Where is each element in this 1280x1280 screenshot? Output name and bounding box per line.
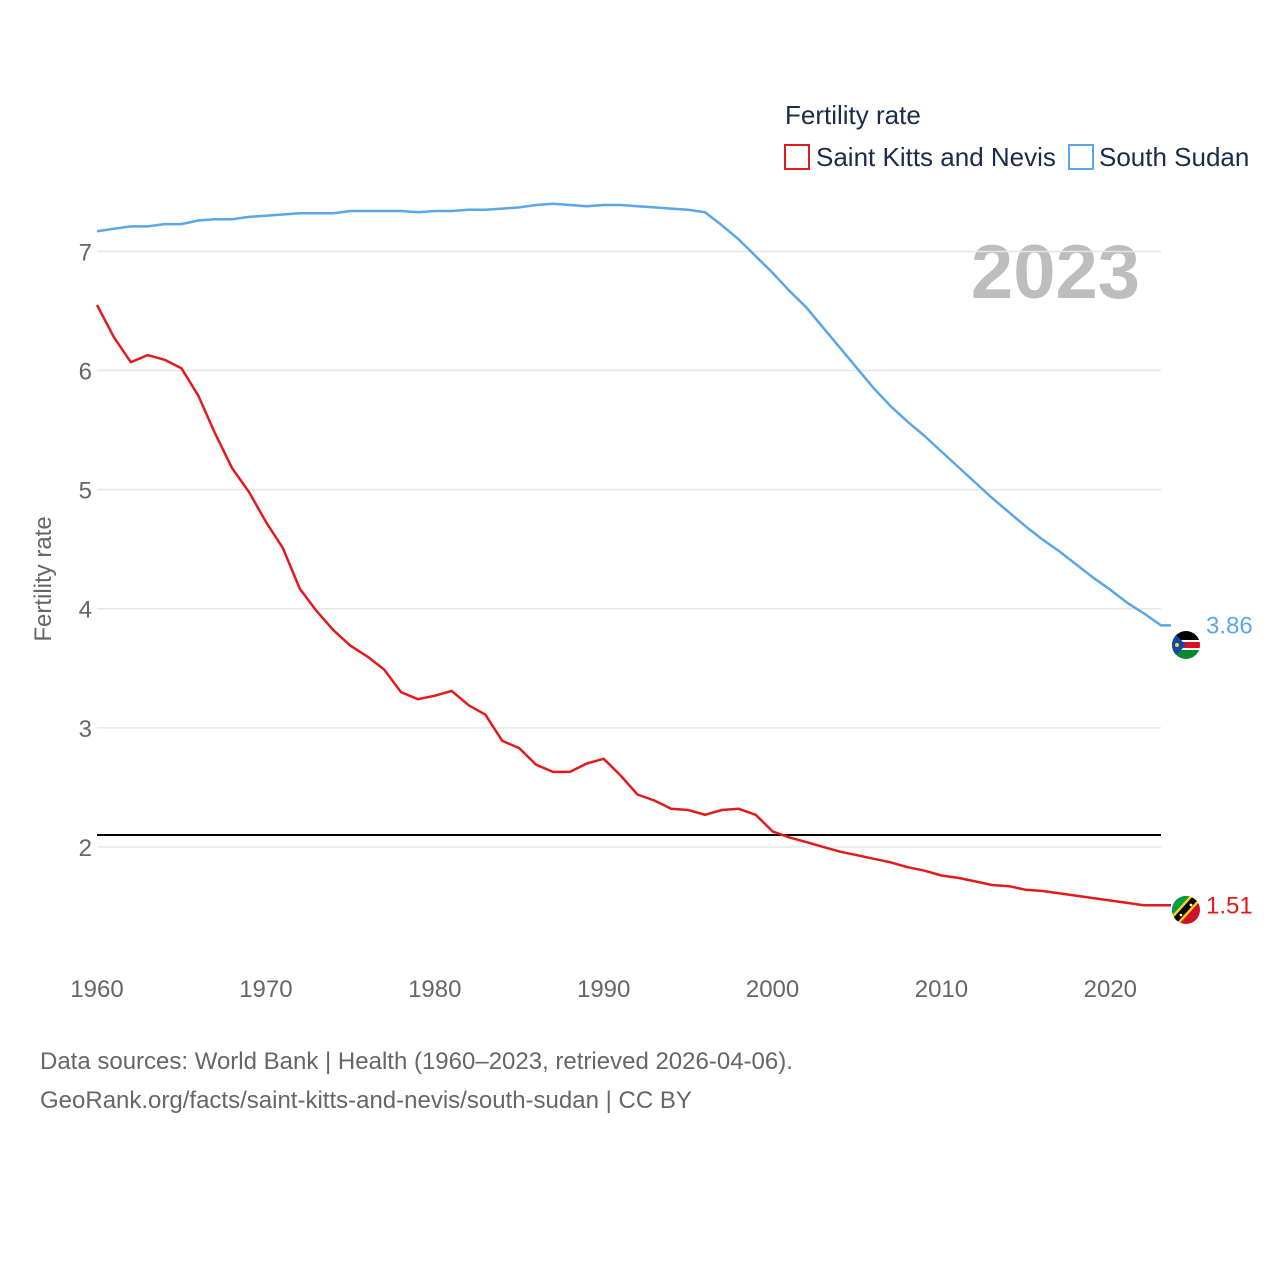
legend-label-south-sudan: South Sudan bbox=[1099, 142, 1249, 172]
y-tick-label-5: 5 bbox=[79, 478, 92, 505]
y-tick-label-7: 7 bbox=[79, 239, 92, 266]
grid bbox=[97, 250, 1161, 848]
y-tick-label-6: 6 bbox=[79, 359, 92, 386]
end-value-saint-kitts-and-nevis: 1.51 bbox=[1206, 892, 1253, 919]
end-value-south-sudan: 3.86 bbox=[1206, 612, 1253, 639]
series-line-saint-kitts-and-nevis[interactable] bbox=[95, 304, 1171, 907]
y-axis-ticks: 2 3 4 5 6 7 bbox=[79, 239, 92, 861]
y-tick-label-3: 3 bbox=[79, 716, 92, 743]
legend-title: Fertility rate bbox=[785, 100, 921, 130]
x-tick-label-2020: 2020 bbox=[1084, 976, 1137, 1003]
year-label: 2023 bbox=[971, 230, 1140, 315]
legend-swatch-south-sudan bbox=[1068, 144, 1094, 170]
y-tick-label-2: 2 bbox=[79, 835, 92, 862]
y-tick-label-4: 4 bbox=[79, 597, 92, 624]
x-tick-label-2000: 2000 bbox=[746, 976, 799, 1003]
x-tick-label-1960: 1960 bbox=[70, 976, 123, 1003]
source-line-2: GeoRank.org/facts/saint-kitts-and-nevis/… bbox=[40, 1087, 692, 1114]
legend-label-saint-kitts-and-nevis: Saint Kitts and Nevis bbox=[816, 142, 1056, 172]
x-tick-label-1970: 1970 bbox=[239, 976, 292, 1003]
x-axis-ticks: 1960 1970 1980 1990 2000 2010 2020 bbox=[70, 976, 1137, 1003]
legend: Fertility rate Saint Kitts and Nevis Sou… bbox=[784, 100, 1249, 172]
x-tick-label-1980: 1980 bbox=[408, 976, 461, 1003]
source-note: Data sources: World Bank | Health (1960–… bbox=[40, 1042, 793, 1120]
x-tick-label-1990: 1990 bbox=[577, 976, 630, 1003]
legend-item-south-sudan[interactable]: South Sudan bbox=[1068, 142, 1249, 172]
south-sudan-flag-icon bbox=[1172, 631, 1200, 659]
series-line-south-sudan[interactable] bbox=[96, 202, 1171, 627]
x-tick-label-2010: 2010 bbox=[915, 976, 968, 1003]
source-line-1: Data sources: World Bank | Health (1960–… bbox=[40, 1048, 793, 1075]
legend-swatch-saint-kitts-and-nevis bbox=[784, 144, 810, 170]
series-layer bbox=[95, 202, 1171, 907]
saint-kitts-and-nevis-flag-icon bbox=[1172, 896, 1200, 924]
y-axis-title: Fertility rate bbox=[30, 516, 57, 641]
legend-item-saint-kitts-and-nevis[interactable]: Saint Kitts and Nevis bbox=[784, 142, 1056, 172]
